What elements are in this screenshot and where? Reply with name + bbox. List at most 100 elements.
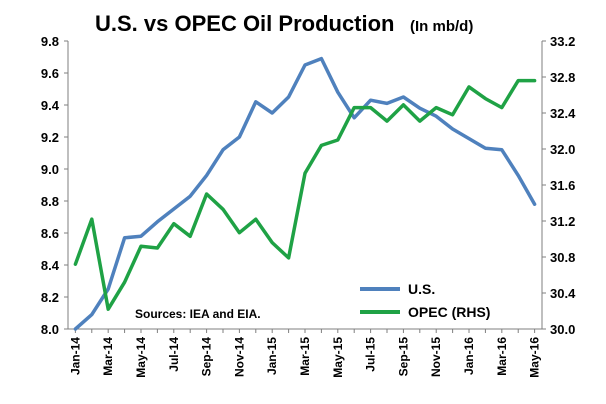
chart-title: U.S. vs OPEC Oil Production bbox=[95, 11, 395, 36]
x-tick-label: May-16 bbox=[528, 337, 542, 378]
us-data-point bbox=[468, 137, 470, 140]
legend-opec-label: OPEC (RHS) bbox=[408, 304, 490, 320]
x-tick-label: Nov-14 bbox=[232, 337, 246, 377]
us-data-point bbox=[172, 208, 175, 210]
us-data-point bbox=[287, 96, 290, 98]
opec-data-point bbox=[222, 208, 224, 211]
y-right-tick-label: 33.2 bbox=[550, 34, 575, 49]
opec-data-point bbox=[123, 281, 126, 284]
opec-data-point bbox=[337, 139, 339, 141]
us-data-point bbox=[419, 107, 421, 109]
opec-data-point bbox=[402, 104, 405, 106]
us-data-point bbox=[517, 174, 520, 177]
us-data-point bbox=[222, 149, 224, 151]
x-tick-label: Mar-16 bbox=[495, 337, 509, 376]
y-right-tick-label: 32.4 bbox=[550, 106, 576, 121]
x-tick-label: Mar-14 bbox=[101, 337, 115, 376]
us-data-point bbox=[402, 96, 405, 98]
us-data-point bbox=[484, 147, 487, 149]
y-left-tick-label: 9.4 bbox=[41, 98, 60, 113]
us-series-line bbox=[73, 56, 537, 331]
y-right-tick-label: 32.8 bbox=[550, 70, 575, 85]
y-right-tick-label: 32.0 bbox=[550, 142, 575, 157]
us-data-point bbox=[369, 99, 372, 101]
sources-note: Sources: IEA and EIA. bbox=[135, 307, 261, 321]
opec-data-point bbox=[287, 257, 290, 259]
series-lines bbox=[73, 56, 537, 331]
x-tick-label: Sep-15 bbox=[396, 337, 410, 377]
opec-data-point bbox=[271, 241, 273, 244]
opec-series-line bbox=[73, 78, 537, 311]
opec-data-point bbox=[320, 144, 323, 147]
opec-data-point bbox=[435, 106, 438, 109]
legend: U.S. OPEC (RHS) bbox=[360, 281, 490, 320]
x-axis-ticks: Jan-14 Mar-14 May-14 Jul-14 Sep-14 Nov-14 Jan-… bbox=[68, 329, 542, 378]
opec-data-point bbox=[107, 308, 109, 311]
us-data-point bbox=[271, 112, 273, 114]
us-data-point bbox=[205, 174, 208, 177]
y-left-tick-label: 8.0 bbox=[41, 322, 59, 337]
x-tick-label: Jul-15 bbox=[364, 337, 378, 372]
y-left-tick-label: 9.8 bbox=[41, 34, 59, 49]
us-data-point bbox=[320, 57, 323, 60]
us-data-point bbox=[386, 102, 388, 105]
chart-subtitle: (In mb/d) bbox=[410, 18, 473, 35]
opec-data-point bbox=[468, 86, 470, 88]
us-data-point bbox=[533, 203, 536, 205]
x-tick-label: May-15 bbox=[331, 337, 345, 378]
y-left-tick-label: 9.0 bbox=[41, 162, 59, 177]
us-data-point bbox=[254, 101, 257, 103]
us-data-point bbox=[90, 313, 93, 316]
y-right-tick-label: 31.2 bbox=[550, 214, 575, 229]
opec-data-point bbox=[90, 218, 93, 220]
y-axis-left-ticks: 8.0 8.2 8.4 8.6 8.8 9.0 9.2 9.4 9.6 9.8 bbox=[41, 34, 68, 337]
opec-data-point bbox=[74, 263, 77, 266]
us-data-point bbox=[74, 328, 77, 330]
x-tick-label: Nov-15 bbox=[429, 337, 443, 377]
us-data-point bbox=[353, 117, 356, 119]
opec-data-point bbox=[189, 235, 191, 238]
y-right-tick-label: 30.0 bbox=[550, 322, 575, 337]
opec-data-point bbox=[304, 172, 306, 175]
us-data-point bbox=[304, 64, 306, 66]
y-left-tick-label: 9.2 bbox=[41, 130, 59, 145]
x-tick-label: Jul-14 bbox=[167, 337, 181, 372]
x-tick-label: Jan-14 bbox=[68, 337, 82, 375]
y-left-tick-label: 9.6 bbox=[41, 66, 59, 81]
opec-data-point bbox=[419, 120, 421, 122]
opec-data-point bbox=[501, 106, 503, 109]
us-data-point bbox=[435, 115, 438, 117]
legend-us-label: U.S. bbox=[408, 281, 435, 297]
opec-data-point bbox=[484, 97, 487, 100]
opec-data-point bbox=[172, 222, 175, 225]
us-data-point bbox=[189, 195, 191, 197]
opec-data-point bbox=[254, 218, 257, 220]
y-right-tick-label: 30.4 bbox=[550, 286, 576, 301]
us-data-point bbox=[123, 237, 126, 239]
us-data-point bbox=[140, 235, 142, 237]
us-data-point bbox=[156, 221, 159, 223]
opec-data-point bbox=[451, 114, 454, 116]
us-data-point bbox=[107, 288, 109, 290]
x-tick-label: Sep-14 bbox=[200, 337, 214, 377]
y-axis-right-ticks: 30.0 30.4 30.8 31.2 31.6 32.0 32.4 32.8 33.2 bbox=[542, 34, 576, 337]
opec-data-point bbox=[369, 106, 372, 109]
us-data-point bbox=[238, 136, 241, 138]
opec-data-point bbox=[238, 231, 241, 234]
us-data-point bbox=[501, 149, 503, 151]
y-left-tick-label: 8.6 bbox=[41, 226, 59, 241]
y-right-tick-label: 30.8 bbox=[550, 250, 575, 265]
y-left-tick-label: 8.2 bbox=[41, 290, 59, 305]
x-tick-label: Jan-15 bbox=[265, 337, 279, 375]
x-tick-label: May-14 bbox=[134, 337, 148, 378]
x-tick-label: Mar-15 bbox=[298, 337, 312, 376]
y-right-tick-label: 31.6 bbox=[550, 178, 575, 193]
us-data-point bbox=[337, 91, 339, 93]
opec-data-point bbox=[205, 193, 208, 195]
opec-data-point bbox=[386, 120, 388, 122]
y-left-tick-label: 8.8 bbox=[41, 194, 59, 209]
opec-data-point bbox=[156, 247, 159, 249]
opec-data-point bbox=[353, 106, 356, 109]
x-tick-label: Jan-16 bbox=[462, 337, 476, 375]
us-data-point bbox=[451, 128, 454, 130]
